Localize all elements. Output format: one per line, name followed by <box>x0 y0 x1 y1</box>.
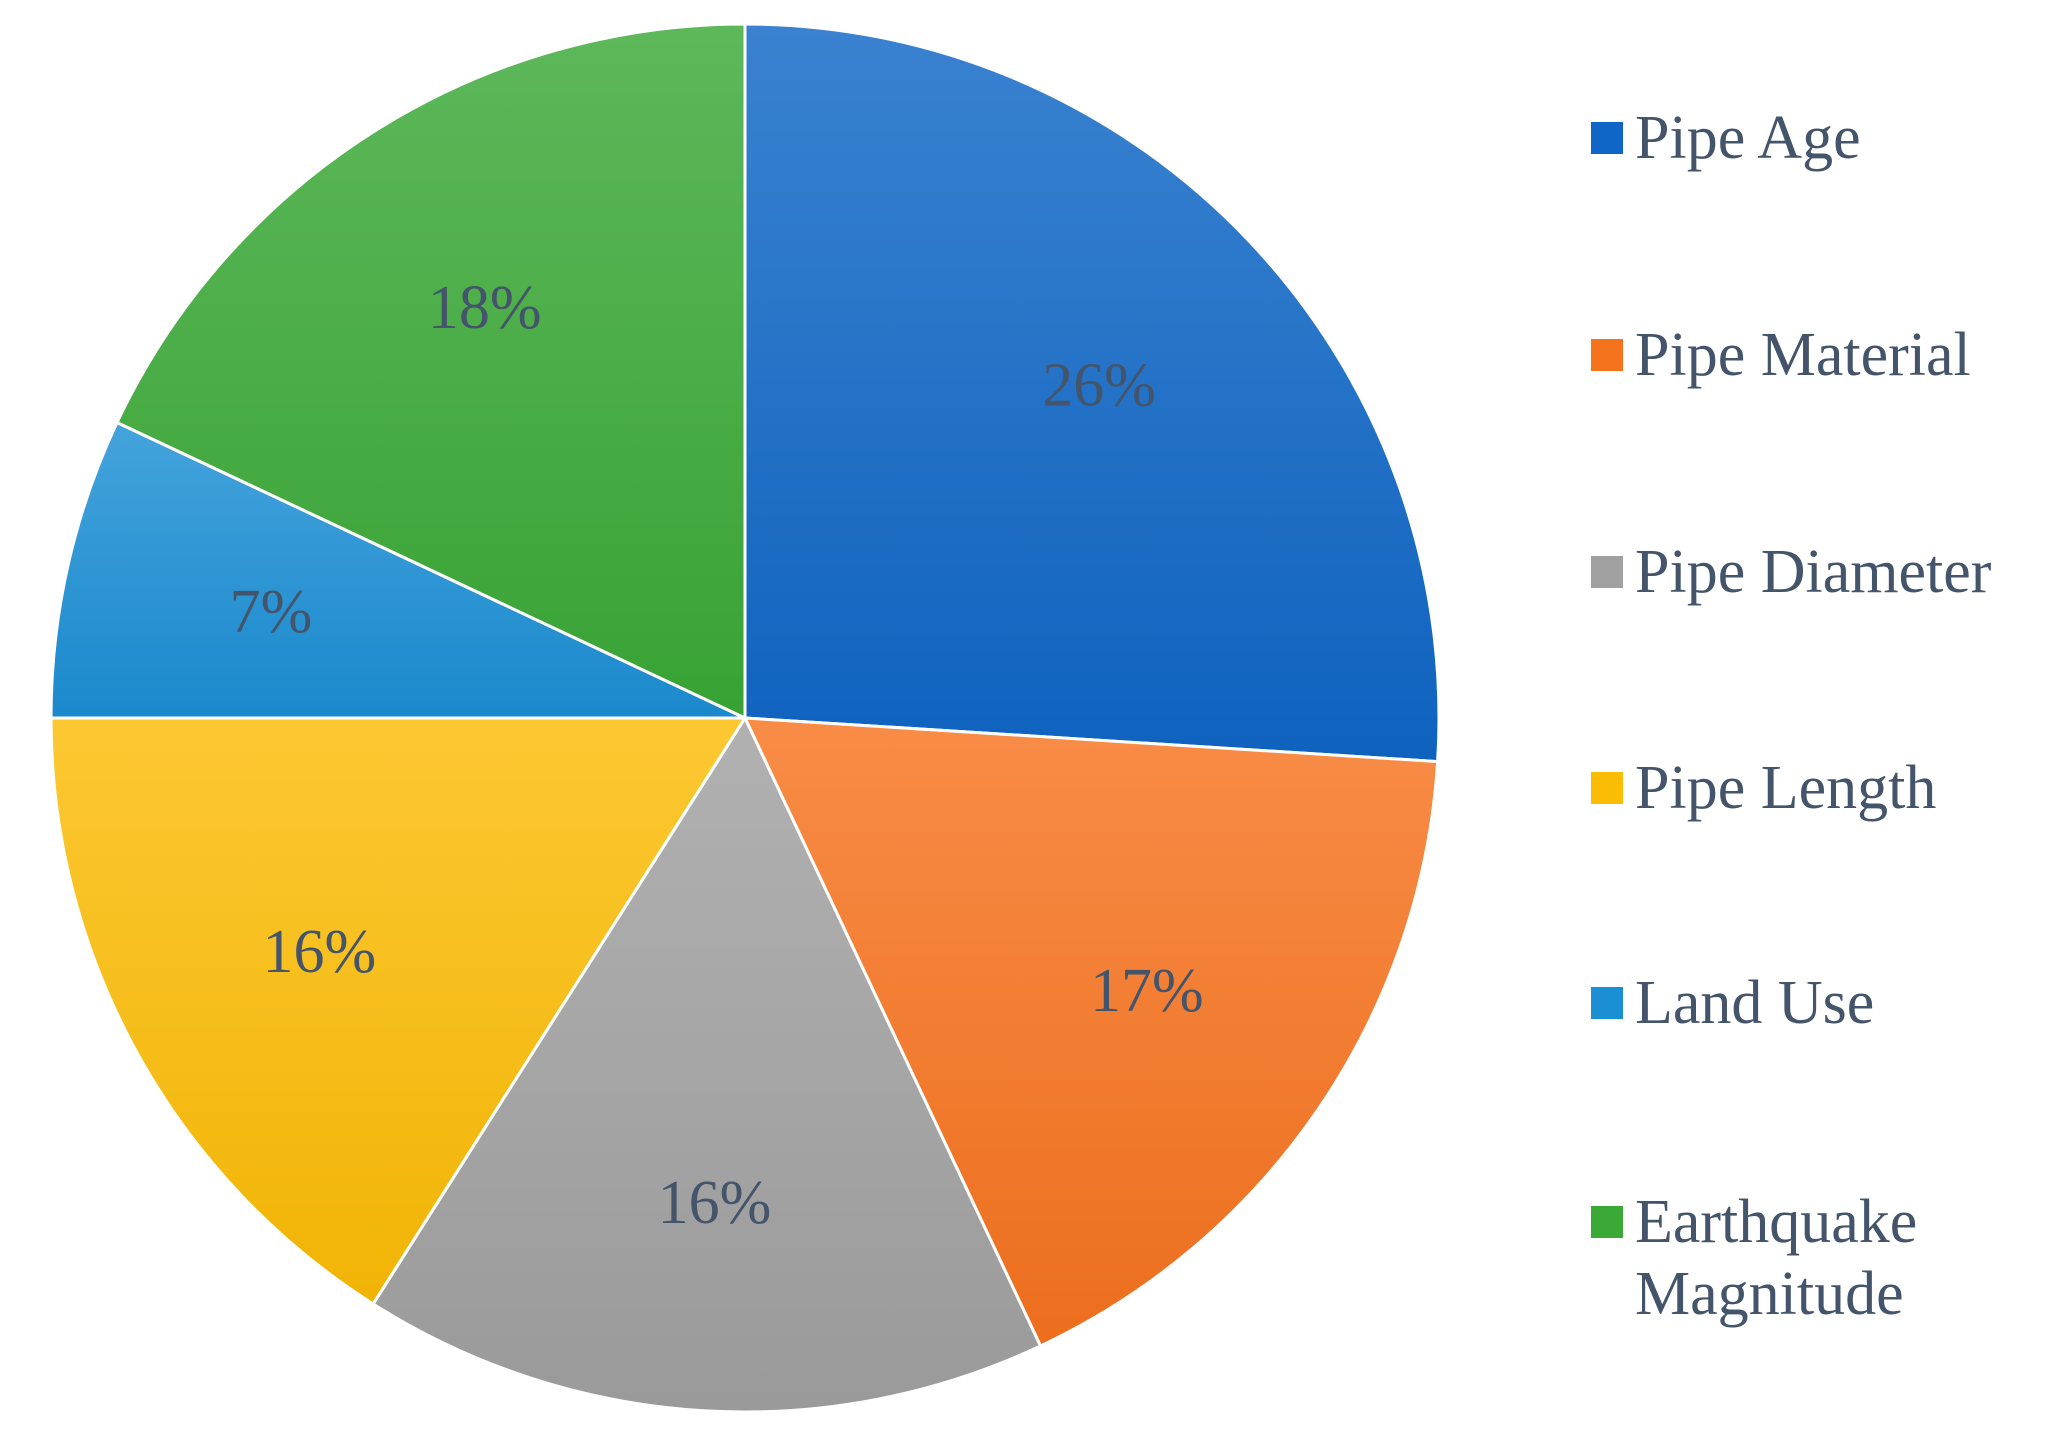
pie-slice-land-use <box>49 421 747 720</box>
data-label-pipe-diameter: 16% <box>658 1169 772 1237</box>
legend-item-pipe-diameter: Pipe Diameter <box>1591 538 1992 606</box>
data-label-pipe-age: 26% <box>1042 351 1156 419</box>
data-label-land-use: 7% <box>230 578 313 646</box>
legend-swatch <box>1591 1206 1623 1238</box>
legend: Pipe Age Pipe Material Pipe Diameter Pipe L… <box>1591 104 1992 1328</box>
legend-item-pipe-age: Pipe Age <box>1591 104 1861 172</box>
pie-slice-pipe-diameter <box>371 716 1042 1414</box>
legend-item-land-use: Land Use <box>1591 969 1874 1037</box>
legend-swatch <box>1591 122 1623 154</box>
legend-label: Pipe Length <box>1635 754 1936 822</box>
legend-swatch <box>1591 339 1623 371</box>
legend-label: Magnitude <box>1635 1260 1904 1328</box>
legend-swatch <box>1591 987 1623 1019</box>
pie-slices <box>49 22 1441 1414</box>
legend-swatch <box>1591 772 1623 804</box>
pie-slice-pipe-material <box>743 716 1440 1348</box>
data-label-pipe-material: 17% <box>1090 957 1204 1025</box>
data-label-pipe-length: 16% <box>262 918 376 986</box>
data-labels: 26% 17% 16% 16% 7% 18% <box>230 274 1204 1237</box>
data-label-earthquake-magnitude: 18% <box>428 274 542 342</box>
pie-slice-earthquake-magnitude <box>115 22 747 720</box>
legend-label: Pipe Material <box>1635 321 1971 389</box>
legend-label: Land Use <box>1635 969 1874 1037</box>
pie-slice-pipe-age <box>743 22 1441 764</box>
legend-label: Earthquake <box>1635 1188 1917 1256</box>
legend-item-pipe-length: Pipe Length <box>1591 754 1936 822</box>
legend-label: Pipe Age <box>1635 104 1861 172</box>
legend-label: Pipe Diameter <box>1635 538 1992 606</box>
legend-swatch <box>1591 556 1623 588</box>
pie-slice-pipe-length <box>49 716 747 1306</box>
legend-item-pipe-material: Pipe Material <box>1591 321 1971 389</box>
